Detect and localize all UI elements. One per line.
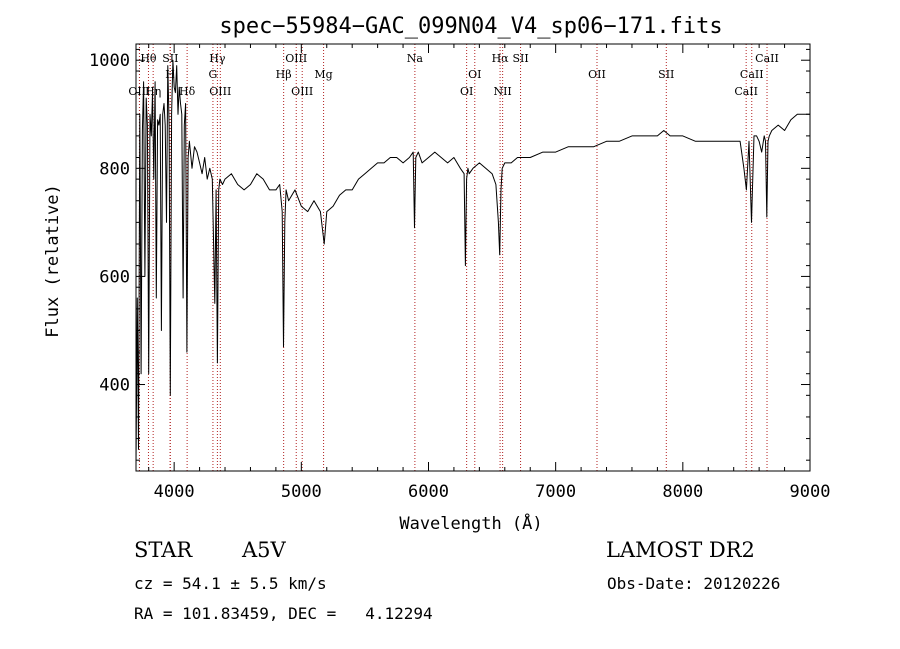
marker-label: OI [460, 85, 473, 98]
plot-frame [135, 43, 811, 472]
spectral-subclass: A5V [242, 538, 286, 562]
x-tick-label: 8000 [662, 482, 703, 502]
marker-label: NII [493, 85, 511, 98]
marker-label: CaII [734, 85, 758, 98]
x-tick-label: 5000 [281, 482, 322, 502]
marker-label: Hγ [209, 52, 226, 65]
marker-label: SII [658, 68, 674, 81]
spectrum-line [135, 59, 810, 466]
y-tick-label: 800 [99, 159, 130, 179]
axes: 4000 5000 6000 7000 8000 9000 400 600 800 1000 [89, 44, 830, 502]
marker-label: SII [512, 52, 528, 65]
line-markers: OIIIHθHηSIIHHδHγGOIIIOIIIHβOIIIMgNaOIOIH… [128, 44, 779, 471]
survey-name: LAMOST DR2 [606, 538, 755, 562]
marker-label: Hθ [140, 52, 157, 65]
marker-label: OIII [285, 52, 307, 65]
marker-label: Hη [145, 85, 161, 98]
redshift-value: cz = 54.1 ± 5.5 km/s [134, 574, 327, 593]
coordinates: RA = 101.83459, DEC = 4.12294 [134, 604, 433, 623]
marker-label: Hβ [276, 68, 292, 81]
marker-label: OIII [128, 85, 150, 98]
marker-label: SII [162, 52, 178, 65]
x-tick-label: 4000 [154, 482, 195, 502]
chart-title: spec−55984−GAC_099N04_V4_sp06−171.fits [219, 14, 722, 39]
marker-label: Na [407, 52, 424, 65]
y-tick-label: 1000 [89, 51, 130, 71]
marker-label: OIII [209, 85, 231, 98]
marker-label: OII [588, 68, 606, 81]
observation-date: Obs-Date: 20120226 [607, 574, 781, 593]
x-tick-label: 7000 [535, 482, 576, 502]
marker-label: CaII [740, 68, 764, 81]
object-class: STAR [134, 538, 193, 562]
marker-label: Mg [314, 68, 332, 81]
marker-label: Hδ [179, 85, 196, 98]
marker-label: G [209, 68, 218, 81]
x-axis-label: Wavelength (Å) [399, 512, 542, 534]
marker-label: CaII [755, 52, 779, 65]
y-tick-label: 400 [99, 376, 130, 396]
marker-label: OIII [291, 85, 313, 98]
y-tick-label: 600 [99, 267, 130, 287]
y-axis-label: Flux (relative) [43, 184, 63, 338]
marker-label: Hα [492, 52, 510, 65]
x-tick-label: 6000 [408, 482, 449, 502]
marker-label: H [165, 68, 175, 81]
x-tick-label: 9000 [790, 482, 831, 502]
marker-label: OI [468, 68, 481, 81]
spectrum-series [135, 59, 810, 466]
